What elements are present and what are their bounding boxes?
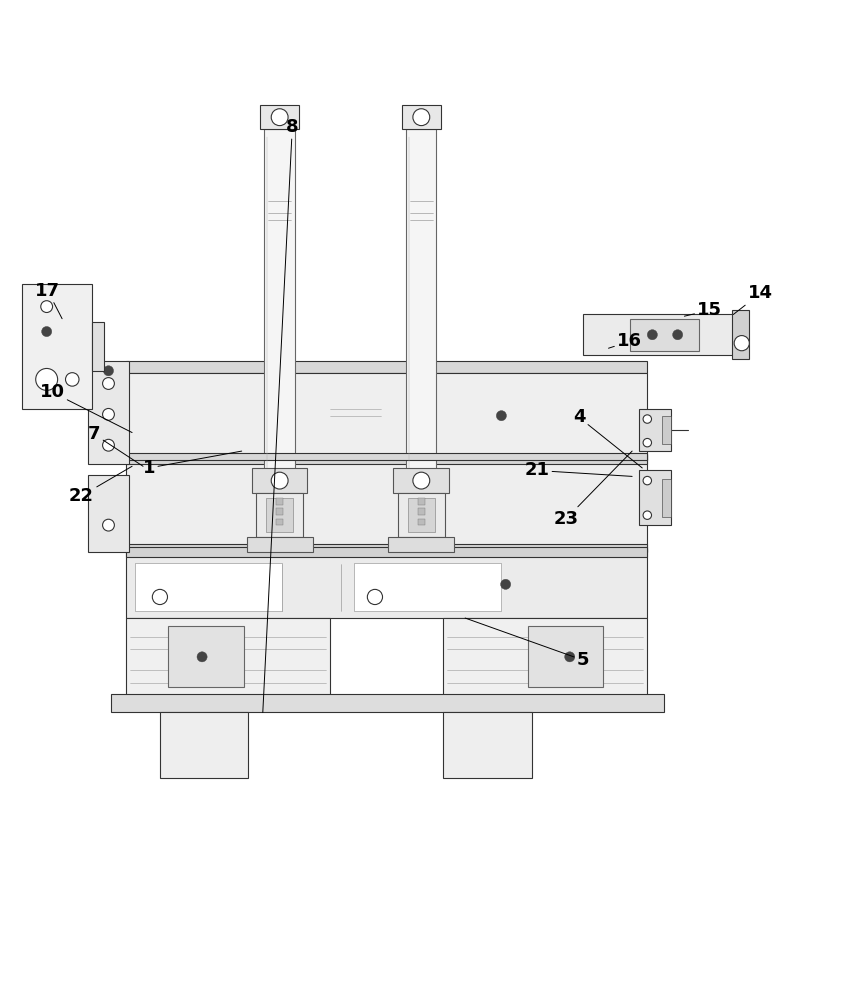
Bar <box>629 319 699 351</box>
Circle shape <box>103 366 113 376</box>
Text: 4: 4 <box>573 408 642 468</box>
Bar <box>265 129 294 492</box>
Bar <box>23 284 91 409</box>
Circle shape <box>501 579 511 589</box>
Bar <box>418 498 425 505</box>
Circle shape <box>152 589 168 605</box>
Circle shape <box>673 330 683 340</box>
Bar <box>277 519 283 525</box>
Bar <box>639 409 671 451</box>
Bar <box>583 314 748 355</box>
Bar <box>88 475 129 552</box>
Bar <box>91 322 104 371</box>
Text: 21: 21 <box>525 461 632 479</box>
Bar <box>443 618 647 696</box>
Bar <box>418 519 425 525</box>
Circle shape <box>102 439 114 451</box>
Circle shape <box>643 476 651 485</box>
Bar <box>126 455 647 552</box>
Circle shape <box>643 438 651 447</box>
Circle shape <box>497 411 507 421</box>
Bar <box>277 498 283 505</box>
Text: 8: 8 <box>263 118 299 712</box>
Text: 22: 22 <box>69 466 132 505</box>
Bar <box>662 416 671 444</box>
Text: 5: 5 <box>465 618 590 669</box>
Bar <box>168 626 244 687</box>
Bar <box>126 618 330 696</box>
Bar <box>388 537 454 552</box>
Bar <box>406 129 437 492</box>
Bar <box>135 563 283 611</box>
Circle shape <box>413 472 430 489</box>
Text: 7: 7 <box>88 425 143 466</box>
Circle shape <box>102 408 114 420</box>
Bar <box>111 694 664 712</box>
Text: 14: 14 <box>733 284 772 314</box>
Circle shape <box>197 652 207 662</box>
Bar <box>126 373 647 460</box>
Circle shape <box>367 589 382 605</box>
Bar <box>126 549 647 618</box>
Circle shape <box>272 472 288 489</box>
Circle shape <box>36 368 58 390</box>
Text: 1: 1 <box>143 451 242 477</box>
Text: 16: 16 <box>608 332 642 350</box>
Circle shape <box>643 511 651 519</box>
Circle shape <box>41 326 52 337</box>
Bar <box>733 310 750 359</box>
Bar <box>393 468 449 493</box>
Bar <box>247 537 312 552</box>
Bar <box>662 479 671 517</box>
Bar <box>126 547 647 557</box>
Bar <box>126 361 647 373</box>
Circle shape <box>564 652 574 662</box>
Text: 23: 23 <box>554 451 632 528</box>
Bar <box>277 508 283 515</box>
Bar <box>261 105 299 129</box>
Circle shape <box>647 330 657 340</box>
Bar <box>639 470 671 525</box>
Bar <box>160 712 249 778</box>
Bar <box>126 454 647 464</box>
Circle shape <box>65 373 79 386</box>
Circle shape <box>413 109 430 126</box>
Bar <box>88 361 129 464</box>
Bar <box>252 468 307 493</box>
Circle shape <box>272 109 288 126</box>
Bar <box>266 498 294 532</box>
Bar <box>443 712 532 778</box>
Text: 10: 10 <box>40 383 132 433</box>
Bar <box>354 563 502 611</box>
Bar <box>528 626 603 687</box>
Bar <box>398 493 445 537</box>
Text: 15: 15 <box>684 301 722 319</box>
Circle shape <box>734 336 750 351</box>
Bar <box>408 498 435 532</box>
Circle shape <box>41 301 52 313</box>
Circle shape <box>102 378 114 389</box>
Text: 17: 17 <box>36 282 62 319</box>
Bar <box>126 453 647 460</box>
Bar <box>402 105 441 129</box>
Bar <box>256 493 303 537</box>
Circle shape <box>102 519 114 531</box>
Bar <box>126 544 647 552</box>
Bar <box>418 508 425 515</box>
Circle shape <box>643 415 651 423</box>
